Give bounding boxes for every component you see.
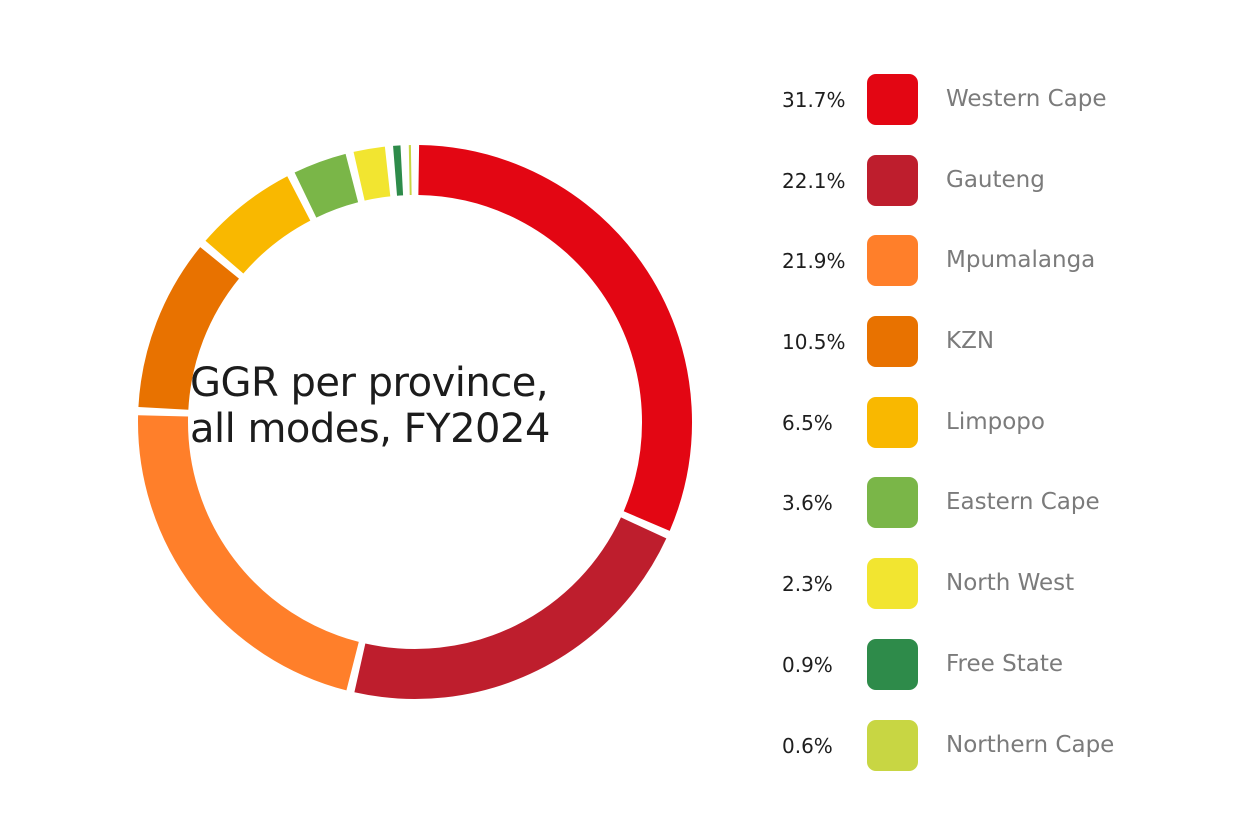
- legend-value: 6.5%: [782, 410, 833, 435]
- legend-swatch: [867, 558, 918, 610]
- legend-item-mpumalanga: 21.9% Mpumalanga: [770, 231, 1230, 312]
- donut-chart: [138, 145, 692, 699]
- legend-item-western-cape: 31.7% Western Cape: [770, 70, 1230, 151]
- legend-label: Free State: [946, 650, 1063, 677]
- slice-limpopo: [205, 176, 311, 274]
- legend-swatch: [867, 74, 918, 125]
- legend-item-limpopo: 6.5% Limpopo: [770, 393, 1230, 474]
- chart-title: GGR per province, all modes, FY2024: [190, 360, 650, 452]
- chart-title-line-1: GGR per province,: [190, 360, 549, 406]
- legend-value: 0.6%: [782, 733, 833, 758]
- legend-swatch: [867, 235, 918, 287]
- legend-label: Mpumalanga: [946, 247, 1096, 274]
- legend-value: 22.1%: [782, 168, 846, 193]
- legend-swatch: [867, 719, 918, 771]
- legend-swatch: [867, 638, 918, 690]
- legend-item-north-west: 2.3% North West: [770, 554, 1230, 635]
- slice-north-west: [353, 146, 391, 201]
- chart-title-line-2: all modes, FY2024: [190, 406, 550, 452]
- legend-item-northern-cape: 0.6% Northern Cape: [770, 716, 1230, 797]
- legend-swatch: [867, 477, 918, 529]
- legend-label: North West: [946, 570, 1075, 597]
- legend-value: 10.5%: [782, 330, 846, 355]
- legend-swatch: [867, 154, 918, 206]
- legend-label: Limpopo: [946, 408, 1045, 435]
- slice-gauteng: [354, 517, 667, 699]
- donut-slices: [138, 145, 692, 699]
- legend-label: Eastern Cape: [946, 489, 1100, 516]
- legend-value: 31.7%: [782, 88, 846, 112]
- slice-kzn: [138, 247, 240, 411]
- legend-swatch: [867, 316, 918, 368]
- slice-mpumalanga: [138, 415, 360, 691]
- legend-item-eastern-cape: 3.6% Eastern Cape: [770, 473, 1230, 554]
- legend-label: Gauteng: [946, 166, 1045, 193]
- legend-value: 3.6%: [782, 491, 833, 516]
- legend-value: 21.9%: [782, 249, 846, 274]
- slice-western-cape: [418, 145, 692, 531]
- slice-eastern-cape: [294, 153, 359, 218]
- legend-label: KZN: [946, 328, 995, 355]
- legend: 31.7% Western Cape 22.1% Gauteng 21.9% M…: [770, 70, 1230, 796]
- legend-swatch: [867, 396, 918, 448]
- legend-item-gauteng: 22.1% Gauteng: [770, 151, 1230, 232]
- legend-value: 2.3%: [782, 572, 833, 597]
- legend-label: Western Cape: [946, 86, 1107, 112]
- legend-value: 0.9%: [782, 652, 833, 677]
- legend-item-kzn: 10.5% KZN: [770, 312, 1230, 393]
- legend-label: Northern Cape: [946, 731, 1115, 758]
- legend-item-free-state: 0.9% Free State: [770, 635, 1230, 716]
